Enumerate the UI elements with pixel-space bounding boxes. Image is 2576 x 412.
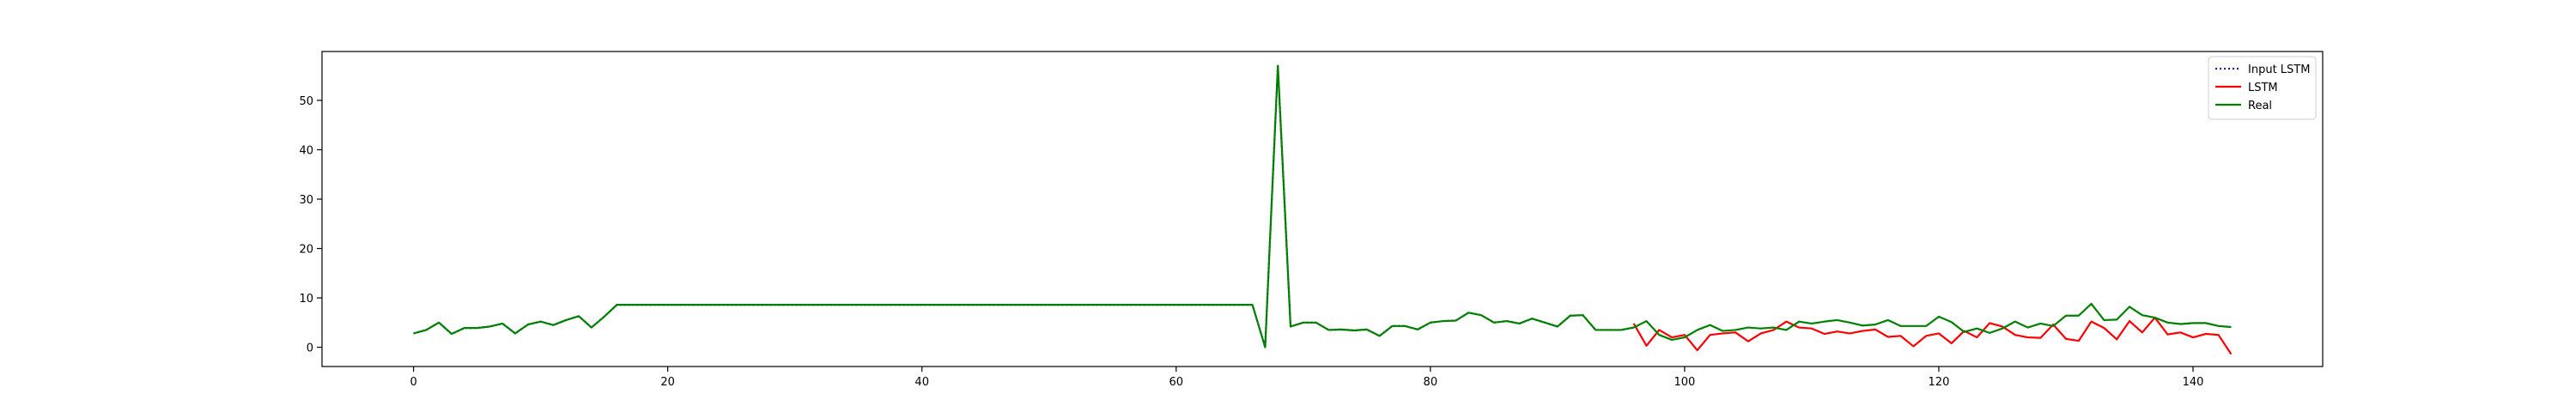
series-line — [1632, 316, 2233, 355]
x-tick-label: 20 — [660, 376, 675, 389]
x-tick-label: 100 — [1674, 376, 1695, 389]
series-real — [413, 64, 2232, 348]
y-tick-label: 0 — [307, 342, 313, 355]
y-tick-label: 50 — [299, 95, 313, 108]
legend-box — [2208, 56, 2317, 120]
x-tick-label: 140 — [2183, 376, 2204, 389]
series-layer — [413, 64, 2233, 355]
x-tick-label: 0 — [410, 376, 416, 389]
x-tick-label: 40 — [914, 376, 929, 389]
plot-area — [322, 52, 2323, 367]
series-lstm — [1632, 316, 2233, 355]
y-tick-label: 40 — [299, 144, 313, 157]
legend-label: LSTM — [2248, 82, 2278, 94]
axes-layer: 0 20 40 60 80 100 120 140 0 10 20 30 40 50 — [299, 51, 2324, 389]
series-line — [413, 64, 2232, 348]
plot-background — [322, 52, 2323, 367]
y-tick-label: 20 — [299, 244, 313, 257]
x-tick-label: 80 — [1424, 376, 1438, 389]
x-tick-label: 60 — [1169, 376, 1183, 389]
y-tick-label: 10 — [299, 293, 313, 306]
x-tick-label: 120 — [1929, 376, 1950, 389]
legend-label: Real — [2248, 100, 2272, 112]
axes-frame — [321, 51, 2324, 367]
legend-label: Input LSTM — [2248, 64, 2310, 76]
legend: Input LSTM LSTM Real — [2208, 56, 2317, 120]
y-tick-label: 30 — [299, 194, 313, 207]
